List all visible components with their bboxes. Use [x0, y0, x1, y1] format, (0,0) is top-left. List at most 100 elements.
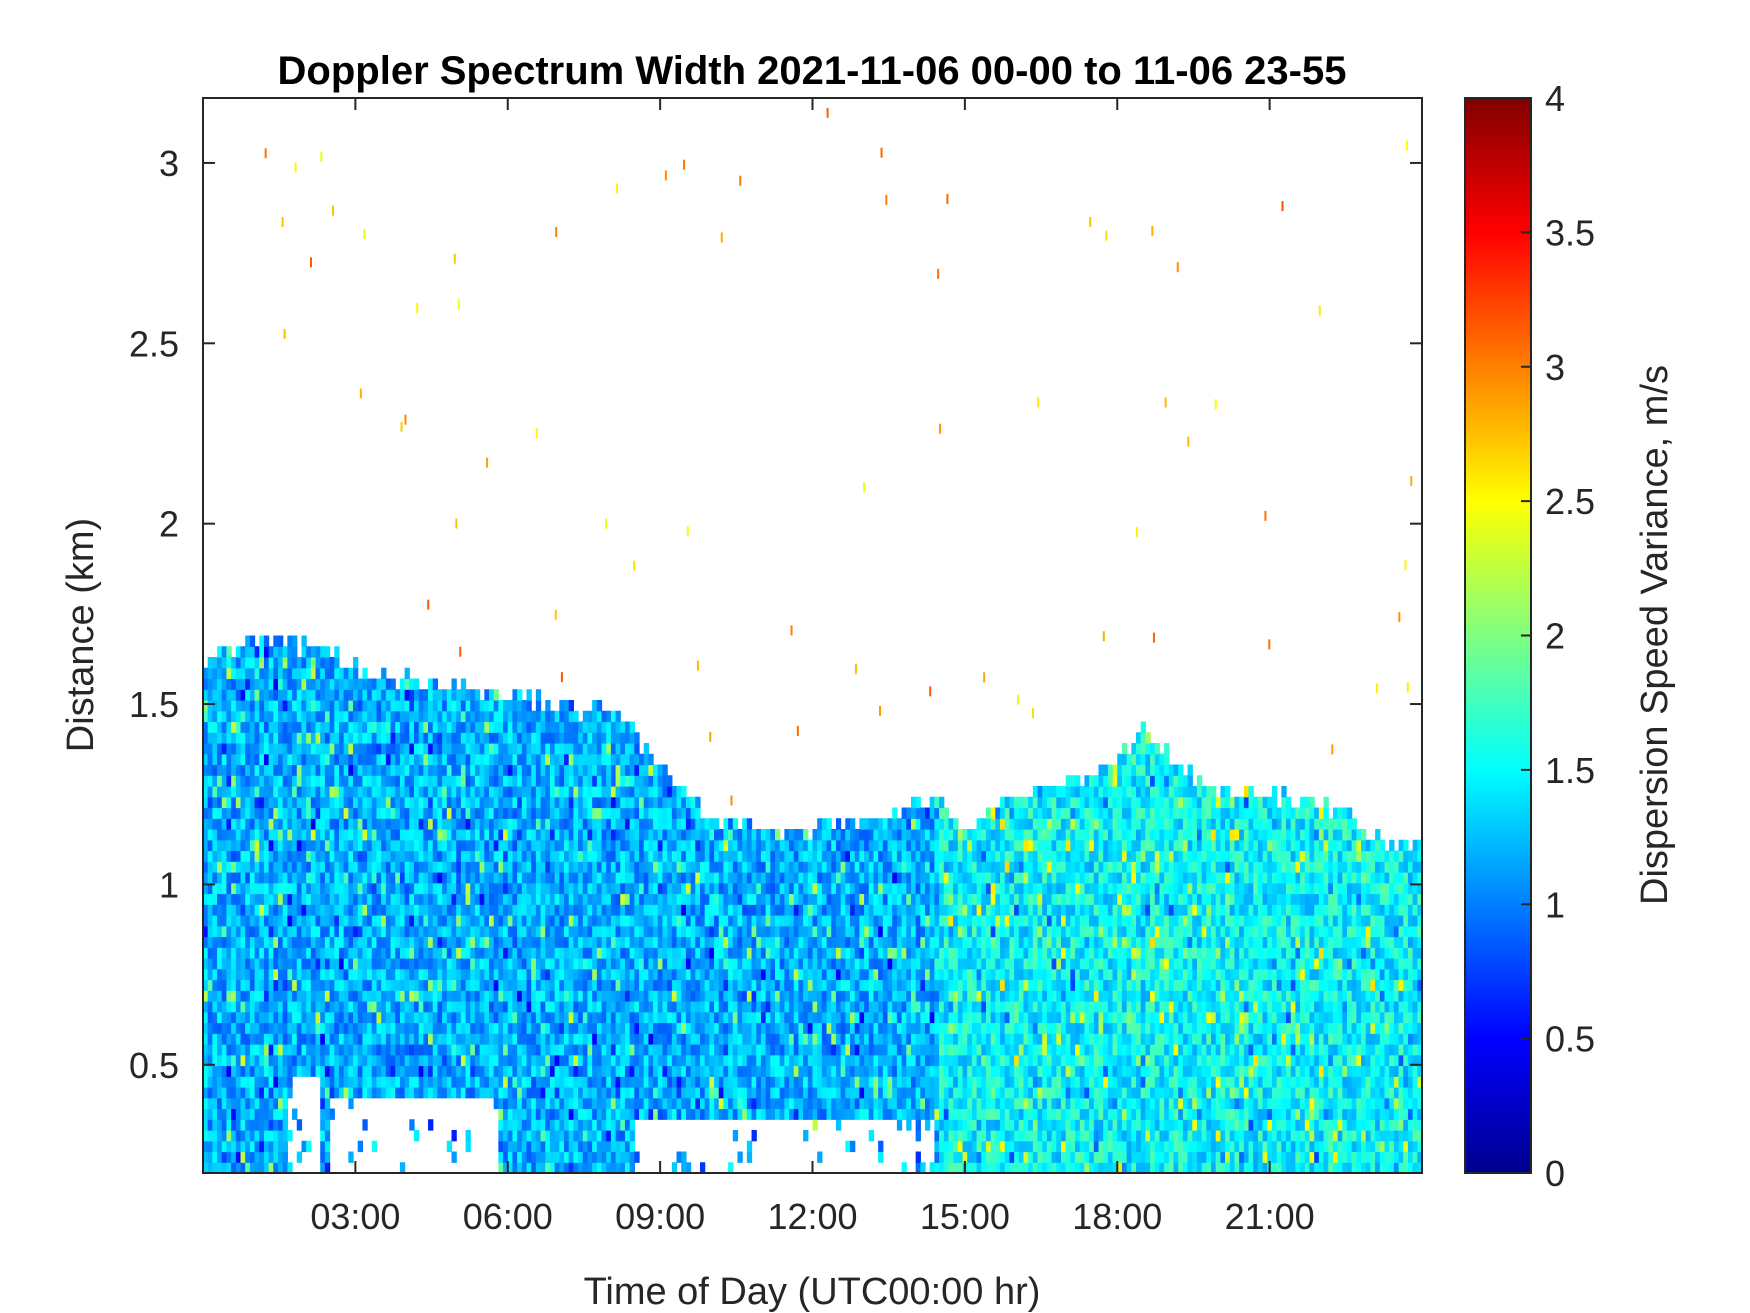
heatmap-cell	[338, 678, 345, 690]
heatmap-cell	[484, 807, 490, 819]
heatmap-cell	[212, 1022, 218, 1034]
heatmap-cell	[217, 689, 223, 701]
heatmap-cell	[737, 1151, 743, 1163]
heatmap-cell	[306, 743, 312, 755]
heatmap-cell	[484, 764, 490, 776]
heatmap-cell	[456, 968, 462, 981]
heatmap-cell	[484, 1065, 490, 1077]
heatmap-cell	[226, 775, 232, 787]
heatmap-cell	[568, 743, 574, 755]
heatmap-cell	[582, 915, 589, 927]
heatmap-cell	[770, 979, 776, 991]
heatmap-cell	[404, 839, 410, 852]
heatmap-cell	[245, 657, 251, 669]
heatmap-cell	[568, 1065, 574, 1077]
heatmap-cell	[334, 1054, 340, 1067]
heatmap-cell	[343, 1065, 349, 1077]
heatmap-cell	[268, 1140, 274, 1153]
heatmap-cell	[343, 882, 349, 895]
heatmap-cell	[751, 936, 757, 948]
heatmap-cell	[263, 1033, 270, 1045]
heatmap-cell	[493, 710, 499, 723]
heatmap-cell	[442, 861, 448, 873]
heatmap-cell	[263, 646, 270, 658]
heatmap-cell	[446, 1140, 453, 1153]
heatmap-cell	[521, 1044, 528, 1056]
heatmap-cell	[596, 1022, 603, 1034]
heatmap-cell	[629, 1044, 635, 1056]
heatmap-cell	[568, 818, 574, 830]
heatmap-cell	[432, 1033, 439, 1045]
heatmap-cell	[245, 904, 251, 916]
heatmap-cell	[249, 1097, 256, 1110]
heatmap-cell	[371, 1054, 378, 1067]
heatmap-cell	[484, 904, 490, 916]
heatmap-cell	[235, 764, 242, 776]
heatmap-cell	[245, 882, 251, 895]
heatmap-cell	[728, 1022, 734, 1034]
heatmap-cell	[381, 689, 387, 701]
heatmap-cell	[521, 1130, 528, 1142]
heatmap-cell	[521, 764, 528, 776]
heatmap-cell	[690, 861, 696, 873]
heatmap-cell	[353, 753, 359, 766]
heatmap-cell	[681, 882, 687, 895]
heatmap-cell	[573, 979, 579, 991]
heatmap-cell	[282, 667, 288, 680]
heatmap-cell	[217, 1087, 223, 1099]
heatmap-cell	[587, 968, 593, 981]
heatmap-cell	[620, 818, 626, 830]
heatmap-cell	[770, 904, 776, 916]
heatmap-cell	[521, 807, 528, 819]
heatmap-cell	[601, 1076, 607, 1088]
heatmap-cell	[306, 1022, 312, 1034]
heatmap-cell	[409, 968, 415, 981]
heatmap-cell	[760, 936, 767, 948]
heatmap-cell	[259, 968, 265, 981]
heatmap-cell	[240, 958, 246, 970]
heatmap-cell	[756, 947, 762, 959]
heatmap-cell	[540, 958, 546, 970]
heatmap-cell	[334, 990, 340, 1002]
heatmap-cell	[268, 947, 274, 959]
heatmap-cell	[554, 1097, 560, 1110]
heatmap-cell	[249, 678, 256, 690]
heatmap-cell	[643, 904, 650, 916]
heatmap-cell	[268, 990, 274, 1002]
heatmap-cell	[385, 732, 392, 744]
heatmap-cell	[348, 958, 354, 970]
heatmap-cell	[456, 936, 462, 948]
heatmap-cell	[559, 979, 565, 991]
heatmap-cell	[507, 904, 514, 916]
heatmap-cell	[278, 925, 284, 938]
heatmap-cell	[746, 872, 753, 884]
heatmap-cell	[203, 678, 209, 690]
heatmap-cell	[287, 979, 293, 991]
heatmap-cell	[292, 850, 298, 862]
heatmap-cell	[624, 947, 631, 959]
heatmap-cell	[381, 1076, 387, 1088]
heatmap-cell	[301, 850, 307, 862]
heatmap-cell	[381, 893, 387, 905]
heatmap-cell	[338, 958, 345, 970]
heatmap-cell	[479, 743, 485, 755]
heatmap-cell	[329, 829, 335, 841]
heatmap-cell	[742, 1022, 748, 1034]
heatmap-cell	[329, 764, 335, 776]
heatmap-cell	[681, 796, 687, 809]
heatmap-cell	[568, 796, 574, 809]
heatmap-cell	[681, 850, 687, 862]
heatmap-cell	[254, 829, 260, 841]
heatmap-cell	[470, 968, 476, 981]
heatmap-cell	[212, 1054, 218, 1067]
heatmap-cell	[742, 925, 748, 938]
heatmap-cell	[245, 915, 251, 927]
heatmap-cell	[657, 1022, 664, 1034]
heatmap-cell	[742, 979, 748, 991]
heatmap-cell	[240, 775, 246, 787]
heatmap-cell	[460, 689, 467, 701]
heatmap-cell	[432, 710, 439, 723]
heatmap-cell	[601, 786, 607, 798]
heatmap-cell	[732, 829, 739, 841]
heatmap-cell	[507, 764, 514, 776]
